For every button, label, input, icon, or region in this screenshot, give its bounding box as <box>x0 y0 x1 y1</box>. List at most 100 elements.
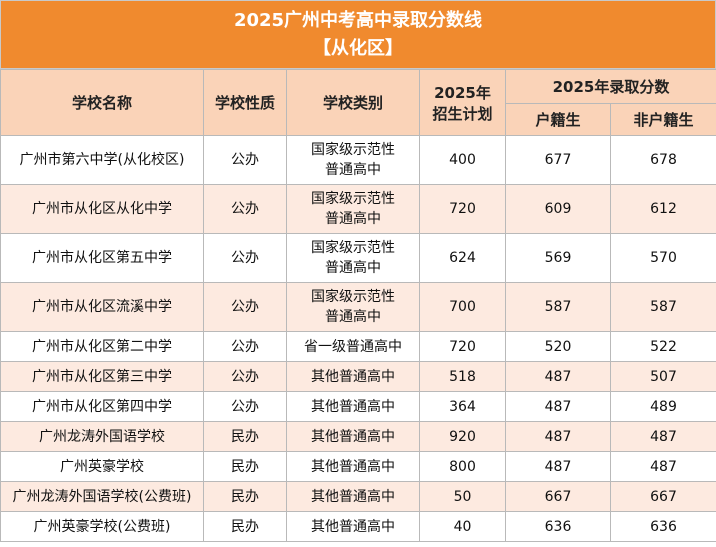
page-title: 2025广州中考高中录取分数线 <box>233 9 483 31</box>
school-nature-cell: 公办 <box>203 282 287 332</box>
local-score-cell: 667 <box>505 481 611 512</box>
school-type-cell: 其他普通高中 <box>286 451 420 482</box>
school-nature-cell: 公办 <box>203 184 287 234</box>
table-row: 广州市从化区第五中学 公办 国家级示范性 普通高中 624 569 570 <box>0 233 716 283</box>
enrollment-plan-cell: 720 <box>419 184 506 234</box>
nonlocal-score-cell: 587 <box>610 282 716 332</box>
school-name-cell: 广州市从化区第四中学 <box>0 391 204 422</box>
school-name-cell: 广州市从化区流溪中学 <box>0 282 204 332</box>
school-nature-cell: 公办 <box>203 233 287 283</box>
school-type-line1: 国家级示范性 <box>311 142 395 158</box>
nonlocal-score-cell: 487 <box>610 451 716 482</box>
header-school-type: 学校类别 <box>286 69 420 136</box>
header-school-name: 学校名称 <box>0 69 204 136</box>
school-name-cell: 广州市从化区第二中学 <box>0 331 204 362</box>
local-score-cell: 487 <box>505 451 611 482</box>
header-plan-line2: 招生计划 <box>432 104 493 123</box>
nonlocal-score-cell: 487 <box>610 421 716 452</box>
table-body: 广州市第六中学(从化校区) 公办 国家级示范性 普通高中 400 677 678 广州市从化区… <box>0 135 716 542</box>
enrollment-plan-cell: 518 <box>419 361 506 392</box>
school-name-cell: 广州英豪学校(公费班) <box>0 511 204 542</box>
school-type-cell: 其他普通高中 <box>286 511 420 542</box>
table-row: 广州市从化区第二中学 公办 省一级普通高中 720 520 522 <box>0 331 716 362</box>
school-type-cell: 其他普通高中 <box>286 421 420 452</box>
enrollment-plan-cell: 400 <box>419 135 506 185</box>
enrollment-plan-cell: 800 <box>419 451 506 482</box>
school-type-line1: 其他普通高中 <box>311 458 395 475</box>
table-row: 广州市从化区第四中学 公办 其他普通高中 364 487 489 <box>0 391 716 422</box>
school-name-cell: 广州龙涛外国语学校 <box>0 421 204 452</box>
table-row: 广州市从化区流溪中学 公办 国家级示范性 普通高中 700 587 587 <box>0 282 716 332</box>
enrollment-plan-cell: 624 <box>419 233 506 283</box>
school-type-line2: 普通高中 <box>325 309 381 325</box>
local-score-cell: 677 <box>505 135 611 185</box>
school-type-cell: 其他普通高中 <box>286 481 420 512</box>
school-type-line1: 省一级普通高中 <box>304 338 402 355</box>
enrollment-plan-cell: 720 <box>419 331 506 362</box>
score-table: 学校名称 学校性质 学校类别 2025年 招生计划 2025年录取分数 户籍生 … <box>0 69 716 542</box>
nonlocal-score-cell: 570 <box>610 233 716 283</box>
header-local: 户籍生 <box>505 103 611 136</box>
enrollment-plan-cell: 364 <box>419 391 506 422</box>
school-name-cell: 广州市第六中学(从化校区) <box>0 135 204 185</box>
header-enrollment-plan: 2025年 招生计划 <box>419 69 506 136</box>
school-name-cell: 广州龙涛外国语学校(公费班) <box>0 481 204 512</box>
school-type-cell: 国家级示范性 普通高中 <box>286 135 420 185</box>
school-type-line1: 国家级示范性 <box>311 240 395 256</box>
table-row: 广州市从化区从化中学 公办 国家级示范性 普通高中 720 609 612 <box>0 184 716 234</box>
local-score-cell: 520 <box>505 331 611 362</box>
enrollment-plan-cell: 700 <box>419 282 506 332</box>
school-nature-cell: 民办 <box>203 481 287 512</box>
school-type-line2: 普通高中 <box>325 162 381 178</box>
nonlocal-score-cell: 612 <box>610 184 716 234</box>
school-type-cell: 其他普通高中 <box>286 391 420 422</box>
school-name-cell: 广州市从化区第三中学 <box>0 361 204 392</box>
school-type-line1: 其他普通高中 <box>311 398 395 415</box>
header-school-nature: 学校性质 <box>203 69 287 136</box>
school-type-cell: 其他普通高中 <box>286 361 420 392</box>
local-score-cell: 569 <box>505 233 611 283</box>
local-score-cell: 487 <box>505 361 611 392</box>
school-type-cell: 省一级普通高中 <box>286 331 420 362</box>
enrollment-plan-cell: 920 <box>419 421 506 452</box>
school-name-cell: 广州市从化区从化中学 <box>0 184 204 234</box>
district-subtitle: 【从化区】 <box>313 37 403 59</box>
header-score-group: 2025年录取分数 <box>505 69 716 104</box>
school-nature-cell: 民办 <box>203 451 287 482</box>
school-nature-cell: 民办 <box>203 511 287 542</box>
school-type-line1: 其他普通高中 <box>311 518 395 535</box>
enrollment-plan-cell: 40 <box>419 511 506 542</box>
local-score-cell: 587 <box>505 282 611 332</box>
school-name-cell: 广州市从化区第五中学 <box>0 233 204 283</box>
school-nature-cell: 公办 <box>203 361 287 392</box>
nonlocal-score-cell: 489 <box>610 391 716 422</box>
school-type-cell: 国家级示范性 普通高中 <box>286 233 420 283</box>
school-nature-cell: 公办 <box>203 331 287 362</box>
school-type-line1: 国家级示范性 <box>311 191 395 207</box>
school-type-line1: 其他普通高中 <box>311 428 395 445</box>
nonlocal-score-cell: 636 <box>610 511 716 542</box>
title-bar: 2025广州中考高中录取分数线 【从化区】 <box>0 0 716 69</box>
nonlocal-score-cell: 667 <box>610 481 716 512</box>
school-nature-cell: 民办 <box>203 421 287 452</box>
school-type-line2: 普通高中 <box>325 211 381 227</box>
table-row: 广州龙涛外国语学校 民办 其他普通高中 920 487 487 <box>0 421 716 452</box>
school-type-line1: 其他普通高中 <box>311 488 395 505</box>
school-name-cell: 广州英豪学校 <box>0 451 204 482</box>
header-nonlocal: 非户籍生 <box>610 103 716 136</box>
table-row: 广州龙涛外国语学校(公费班) 民办 其他普通高中 50 667 667 <box>0 481 716 512</box>
school-type-cell: 国家级示范性 普通高中 <box>286 184 420 234</box>
school-nature-cell: 公办 <box>203 391 287 422</box>
table-row: 广州市从化区第三中学 公办 其他普通高中 518 487 507 <box>0 361 716 392</box>
local-score-cell: 487 <box>505 421 611 452</box>
header-plan-line1: 2025年 <box>434 83 491 102</box>
table-row: 广州英豪学校(公费班) 民办 其他普通高中 40 636 636 <box>0 511 716 542</box>
local-score-cell: 636 <box>505 511 611 542</box>
school-type-line2: 普通高中 <box>325 260 381 276</box>
school-type-cell: 国家级示范性 普通高中 <box>286 282 420 332</box>
school-type-line1: 其他普通高中 <box>311 368 395 385</box>
nonlocal-score-cell: 522 <box>610 331 716 362</box>
nonlocal-score-cell: 678 <box>610 135 716 185</box>
enrollment-plan-cell: 50 <box>419 481 506 512</box>
